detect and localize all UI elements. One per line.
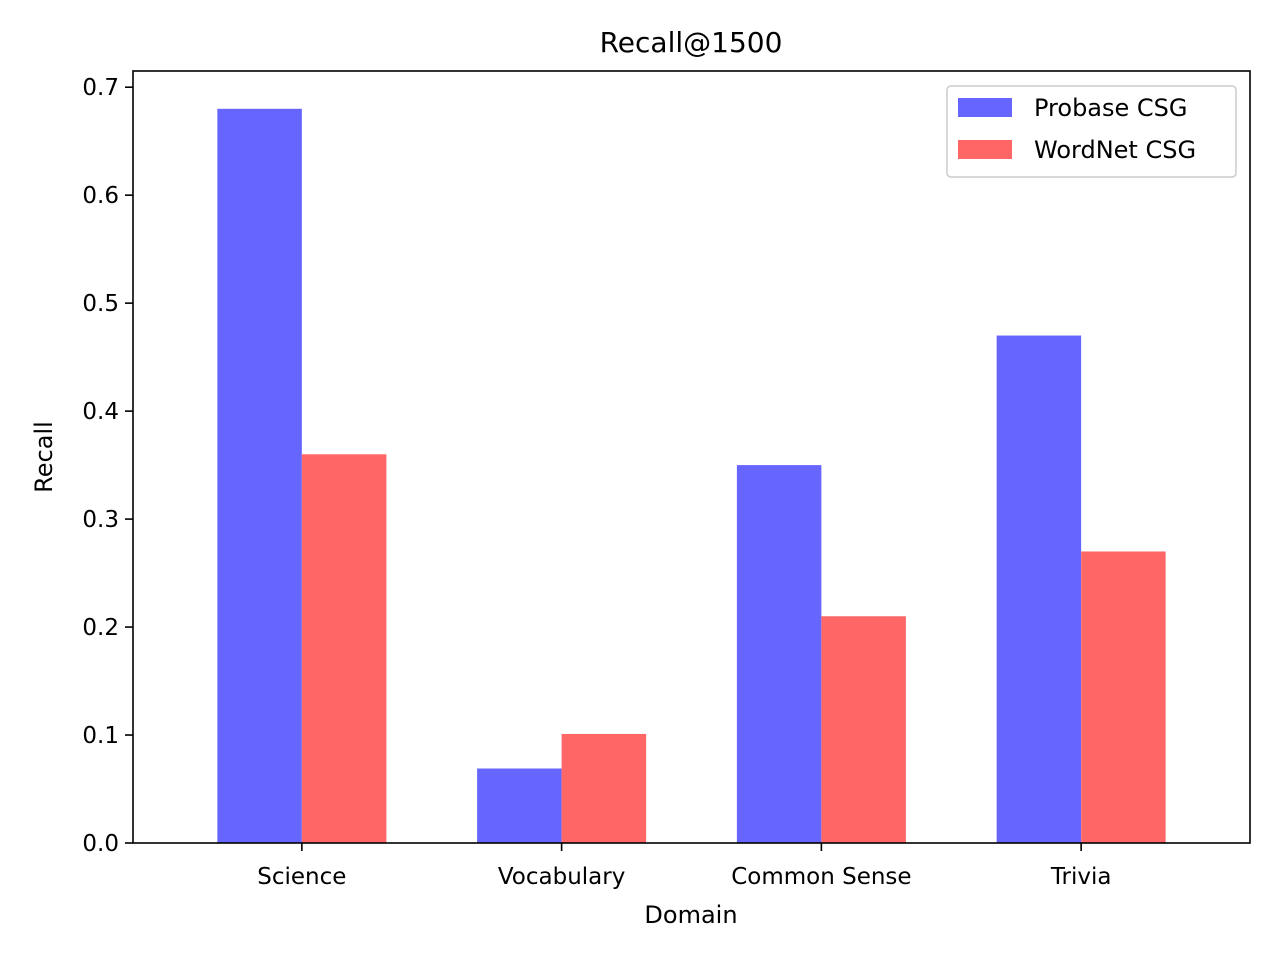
- x-axis-ticks: Science Vocabulary Common Sense Trivia: [257, 843, 1111, 890]
- y-tick-label: 0.7: [82, 75, 119, 101]
- x-tick-label-science: Science: [257, 864, 346, 890]
- bar-wordnet-csg-science: [301, 454, 387, 843]
- legend: Probase CSG WordNet CSG: [946, 85, 1237, 178]
- legend-swatch-wordnet-csg: [958, 140, 1012, 159]
- bar-probase-csg-vocabulary: [477, 768, 562, 843]
- bar-probase-csg-trivia: [996, 335, 1082, 843]
- bar-probase-csg-common-sense: [736, 465, 822, 843]
- plot-frame: [132, 70, 1251, 844]
- legend-swatch-probase-csg: [958, 98, 1012, 117]
- bar-wordnet-csg-common-sense: [821, 616, 906, 843]
- x-tick-label-common-sense: Common Sense: [731, 864, 911, 890]
- y-tick-label: 0.6: [82, 183, 119, 209]
- x-tick-label-vocabulary: Vocabulary: [498, 864, 626, 890]
- x-tick-label-trivia: Trivia: [1050, 864, 1112, 890]
- bar-wordnet-csg-vocabulary: [561, 733, 647, 843]
- x-axis-label: Domain: [644, 901, 737, 929]
- y-axis-ticks: 0.0 0.1 0.2 0.3 0.4 0.5 0.6 0.7: [82, 75, 133, 857]
- bars-group: [217, 108, 1166, 843]
- legend-label-wordnet-csg: WordNet CSG: [1034, 136, 1196, 164]
- chart-title: Recall@1500: [600, 26, 783, 59]
- y-tick-label: 0.4: [82, 399, 119, 425]
- y-tick-label: 0.3: [82, 507, 119, 533]
- legend-box: [946, 85, 1237, 178]
- y-axis-label: Recall: [30, 421, 58, 493]
- bar-wordnet-csg-trivia: [1081, 551, 1166, 843]
- legend-label-probase-csg: Probase CSG: [1034, 94, 1188, 122]
- y-tick-label: 0.5: [82, 291, 119, 317]
- y-tick-label: 0.0: [82, 831, 119, 857]
- bar-probase-csg-science: [217, 108, 302, 843]
- y-tick-label: 0.1: [82, 723, 119, 749]
- y-tick-label: 0.2: [82, 615, 119, 641]
